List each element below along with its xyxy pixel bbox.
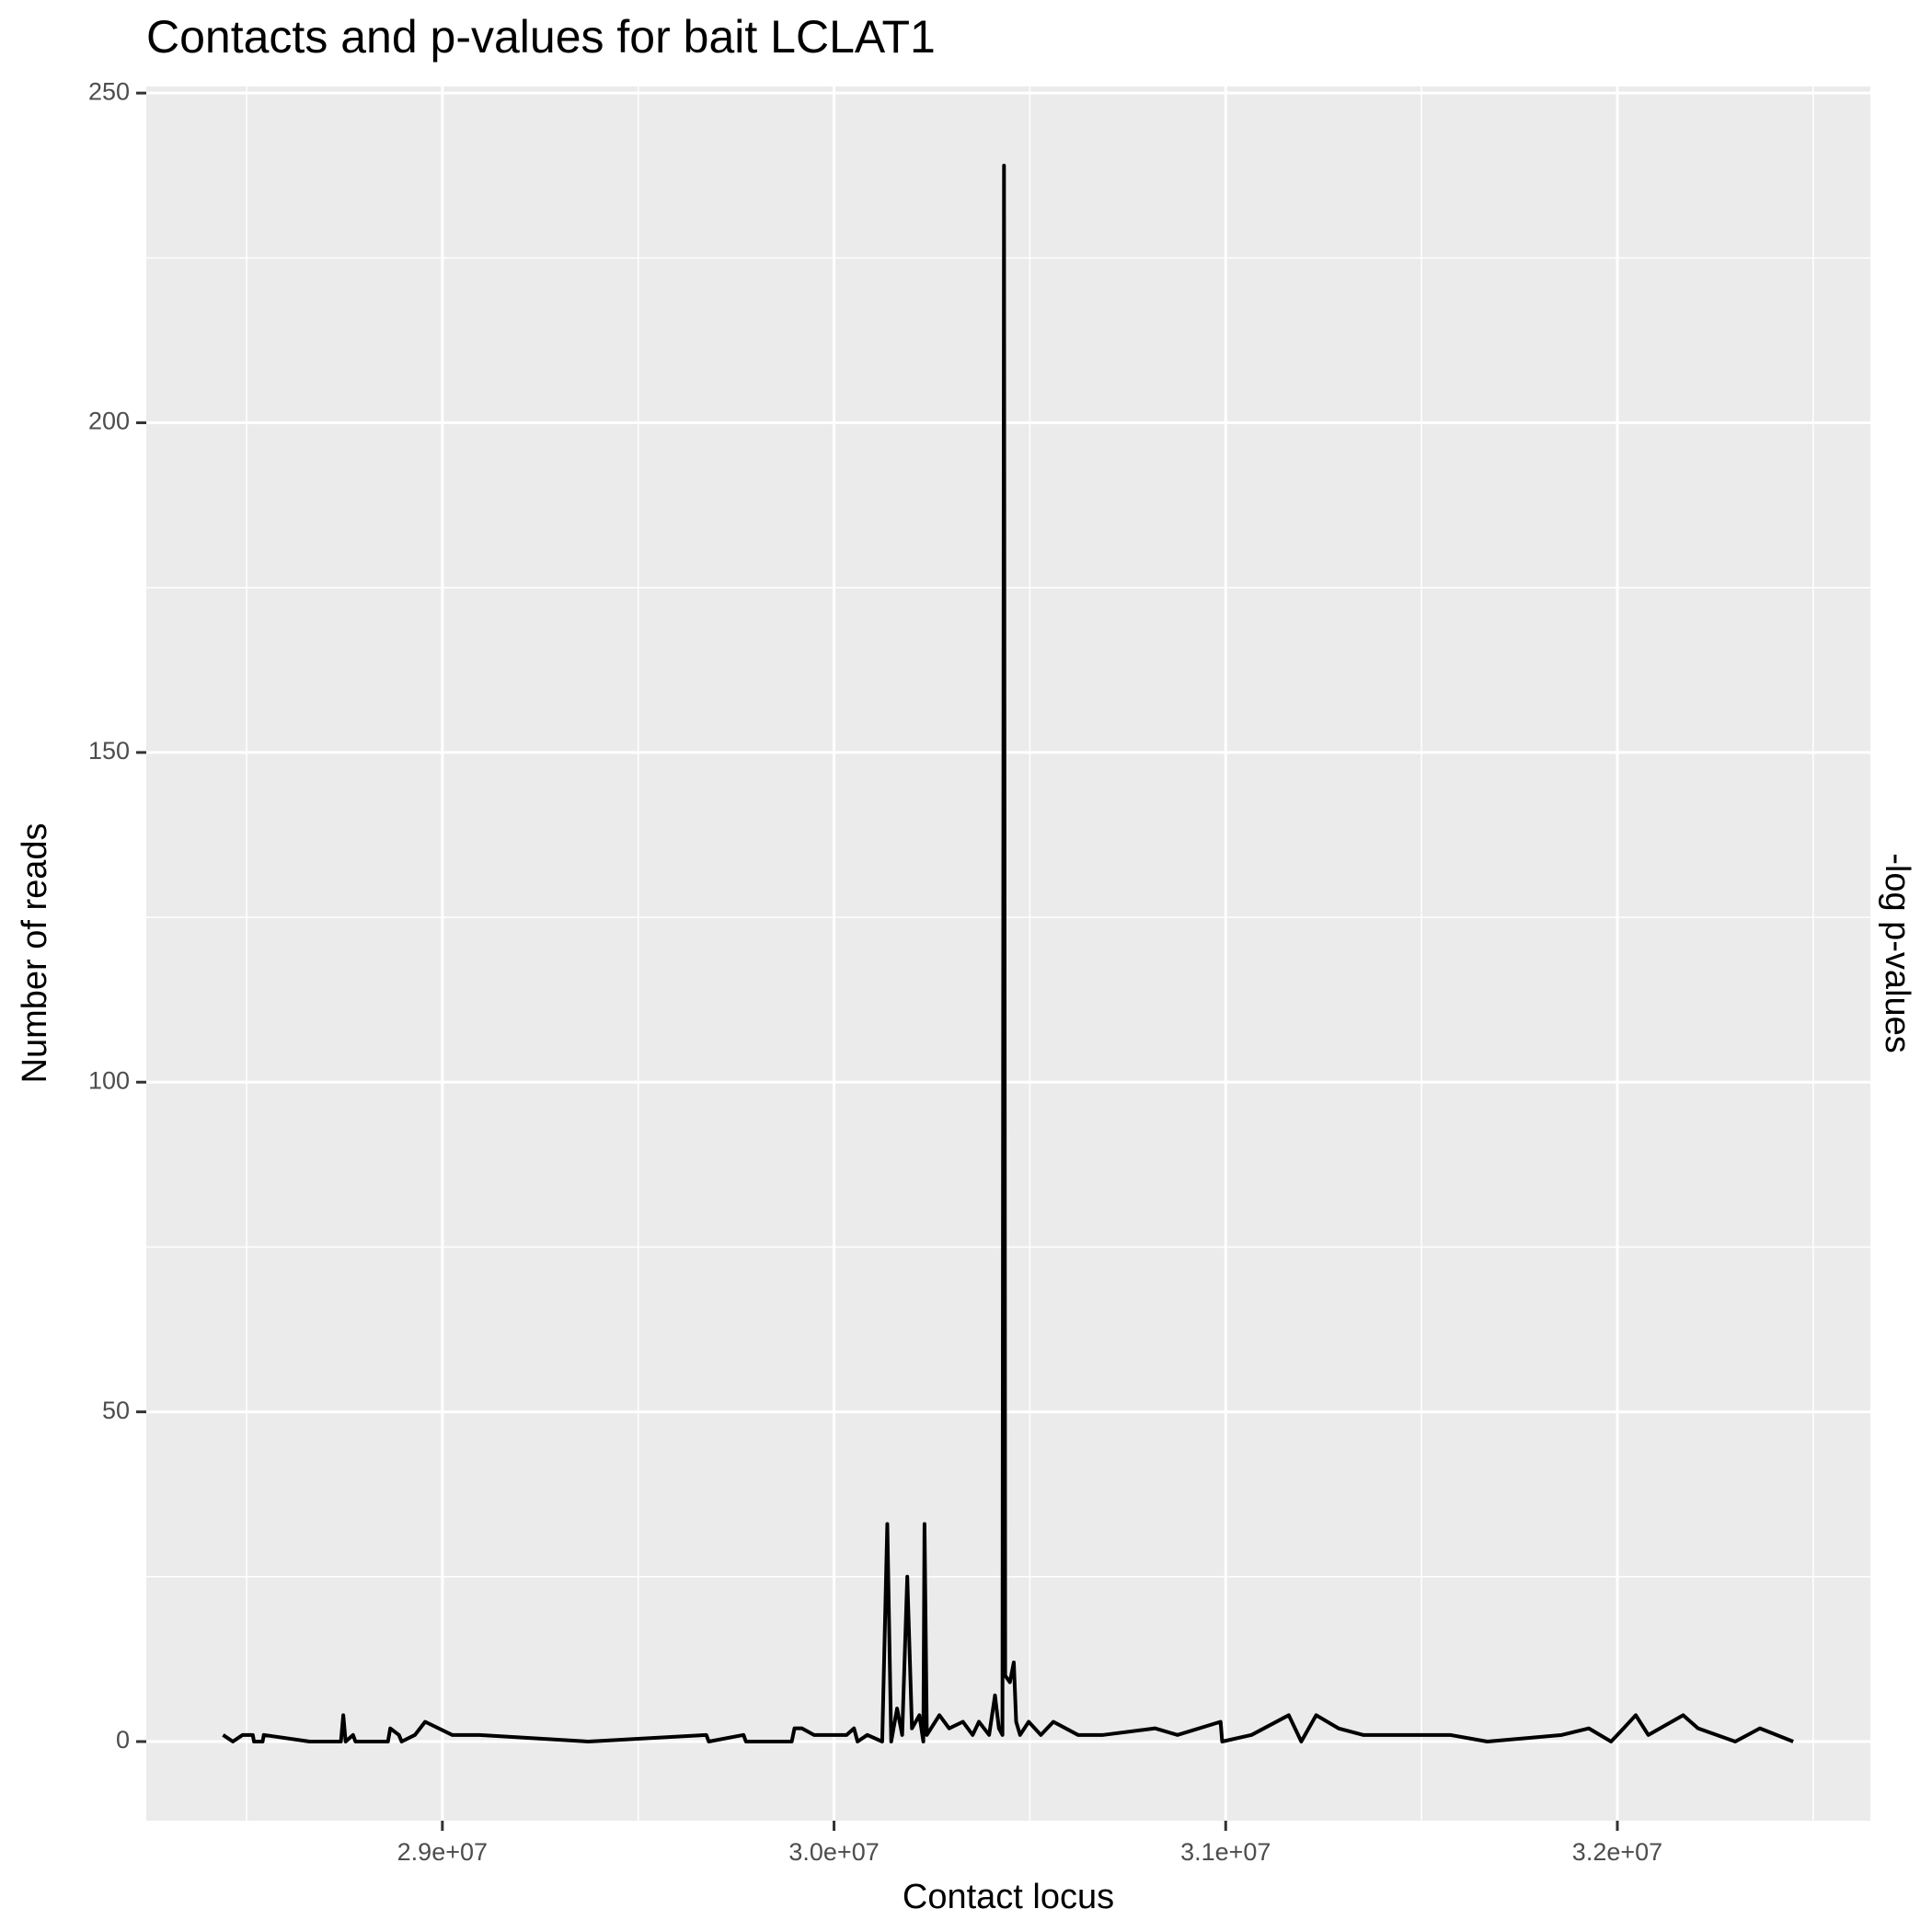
y-axis-title: Number of reads [16, 822, 54, 1083]
y-tick-label: 50 [102, 1397, 130, 1424]
y-tick-label: 100 [88, 1066, 130, 1094]
y2-axis-title: -log p-values [1878, 853, 1916, 1053]
y-tick-label: 250 [88, 77, 130, 105]
data-line [222, 164, 1794, 1743]
y-tick-label: 150 [88, 737, 130, 765]
x-tick-label: 3.0e+07 [788, 1838, 879, 1866]
y-tick-label: 200 [88, 408, 130, 435]
x-tick-label: 3.1e+07 [1180, 1838, 1271, 1866]
panel [146, 86, 1870, 1821]
x-tick-label: 2.9e+07 [397, 1838, 488, 1866]
x-axis-title: Contact locus [903, 1878, 1114, 1916]
y-tick-label: 0 [116, 1726, 130, 1754]
x-tick-label: 3.2e+07 [1572, 1838, 1662, 1866]
chart-title: Contacts and p-values for bait LCLAT1 [146, 11, 936, 63]
